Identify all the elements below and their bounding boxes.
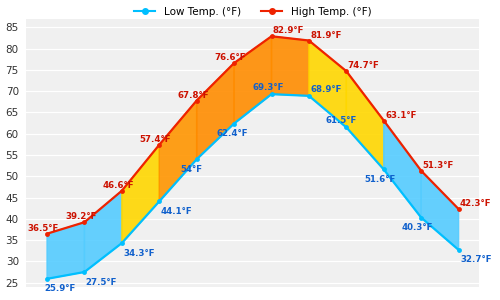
Text: 63.1°F: 63.1°F [385,111,416,120]
Polygon shape [346,71,384,170]
Polygon shape [272,36,309,96]
Text: 34.3°F: 34.3°F [123,249,154,258]
Text: 76.6°F: 76.6°F [214,53,246,62]
Text: 25.9°F: 25.9°F [44,284,76,293]
Text: 46.6°F: 46.6°F [102,181,134,190]
Polygon shape [196,63,234,159]
Text: 27.5°F: 27.5°F [86,278,117,286]
Text: 42.3°F: 42.3°F [460,199,492,208]
Text: 67.8°F: 67.8°F [177,91,208,100]
Polygon shape [309,40,346,127]
Text: 82.9°F: 82.9°F [273,26,304,35]
Text: 39.2°F: 39.2°F [65,212,96,221]
Text: 36.5°F: 36.5°F [28,224,59,233]
Polygon shape [421,171,459,250]
Text: 81.9°F: 81.9°F [310,31,342,40]
Polygon shape [234,36,272,124]
Text: 51.6°F: 51.6°F [364,175,396,184]
Polygon shape [122,145,160,243]
Text: 62.4°F: 62.4°F [216,129,248,138]
Polygon shape [160,100,196,201]
Text: 69.3°F: 69.3°F [252,83,284,92]
Polygon shape [47,222,84,279]
Text: 51.3°F: 51.3°F [422,161,454,170]
Polygon shape [384,121,421,218]
Text: 68.9°F: 68.9°F [310,85,342,94]
Text: 61.5°F: 61.5°F [326,116,357,125]
Text: 32.7°F: 32.7°F [460,255,492,264]
Polygon shape [84,191,122,272]
Text: 44.1°F: 44.1°F [160,207,192,216]
Text: 54°F: 54°F [180,165,202,174]
Text: 57.4°F: 57.4°F [140,135,172,144]
Text: 40.3°F: 40.3°F [402,223,433,232]
Text: 74.7°F: 74.7°F [348,61,380,70]
Legend: Low Temp. (°F), High Temp. (°F): Low Temp. (°F), High Temp. (°F) [130,3,376,21]
